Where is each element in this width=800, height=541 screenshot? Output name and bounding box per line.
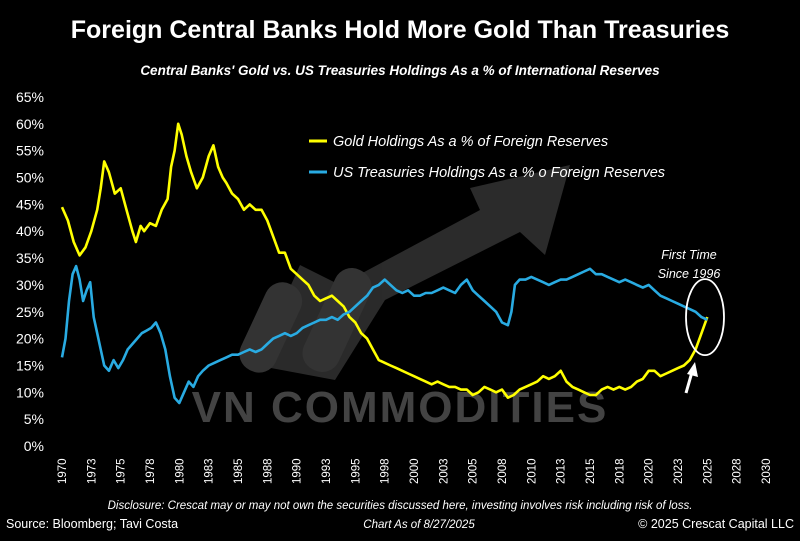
y-tick-label: 35% <box>16 250 44 266</box>
x-tick-label: 2013 <box>556 458 568 484</box>
footer-copyright: © 2025 Crescat Capital LLC <box>638 517 794 531</box>
series-line-gold <box>60 122 709 399</box>
annotation-ellipse <box>685 278 725 357</box>
x-tick-label: 1985 <box>233 458 245 484</box>
footer-chart-date: Chart As of 8/27/2025 <box>363 519 475 531</box>
annotation-line2: Since 1996 <box>658 267 721 281</box>
x-tick-label: 2000 <box>409 458 421 484</box>
series-line-treasuries <box>60 264 708 405</box>
chart-subtitle: Central Banks' Gold vs. US Treasuries Ho… <box>140 63 660 78</box>
y-tick-label: 25% <box>16 304 44 320</box>
y-tick-label: 0% <box>24 438 44 454</box>
x-tick-label: 2028 <box>732 458 744 484</box>
y-tick-label: 15% <box>16 357 44 373</box>
x-tick-label: 2020 <box>644 458 656 484</box>
x-tick-label: 2023 <box>673 458 685 484</box>
annotation-line1: First Time <box>661 248 716 262</box>
x-tick-label: 2015 <box>585 458 597 484</box>
y-tick-label: 60% <box>16 116 44 132</box>
x-tick-label: 2030 <box>761 458 773 484</box>
annotation-arrow-icon <box>684 371 694 394</box>
x-tick-label: 2003 <box>438 458 450 484</box>
x-tick-label: 1980 <box>174 458 186 484</box>
y-tick-label: 5% <box>24 411 44 427</box>
legend-label-treasuries: US Treasuries Holdings As a % o Foreign … <box>333 165 665 181</box>
x-tick-label: 1993 <box>321 458 333 484</box>
x-tick-label: 1995 <box>350 458 362 484</box>
y-tick-label: 50% <box>16 170 44 186</box>
footer-source: Source: Bloomberg; Tavi Costa <box>6 517 178 531</box>
watermark-bar-icon <box>239 282 303 373</box>
y-tick-label: 30% <box>16 277 44 293</box>
y-tick-label: 65% <box>16 89 44 105</box>
annotation: First Time Since 1996 <box>658 248 725 394</box>
x-tick-label: 1998 <box>380 458 392 484</box>
watermark-text: VN COMMODITIES <box>192 383 609 432</box>
x-tick-label: 1990 <box>292 458 304 484</box>
x-tick-label: 1970 <box>57 458 69 484</box>
x-tick-label: 1983 <box>204 458 216 484</box>
x-tick-label: 2025 <box>702 458 714 484</box>
legend: Gold Holdings As a % of Foreign Reserves… <box>309 134 665 181</box>
x-tick-label: 1973 <box>86 458 98 484</box>
y-tick-label: 40% <box>16 223 44 239</box>
x-tick-label: 1978 <box>145 458 157 484</box>
x-tick-label: 2008 <box>497 458 509 484</box>
y-tick-label: 10% <box>16 384 44 400</box>
x-tick-label: 1975 <box>116 458 128 484</box>
x-tick-label: 1988 <box>262 458 274 484</box>
x-tick-label: 2010 <box>526 458 538 484</box>
y-axis-ticks: 0% 5% 10% 15% 20% 25% 30% 35% 40% 45% 50% 55% 60% 65% <box>16 89 44 454</box>
legend-label-gold: Gold Holdings As a % of Foreign Reserves <box>333 134 608 150</box>
annotation-arrowhead-icon <box>687 362 698 377</box>
y-tick-label: 55% <box>16 143 44 159</box>
y-tick-label: 20% <box>16 331 44 347</box>
x-tick-label: 2005 <box>468 458 480 484</box>
y-tick-label: 45% <box>16 196 44 212</box>
chart-title: Foreign Central Banks Hold More Gold Tha… <box>71 16 729 44</box>
x-tick-label: 2018 <box>614 458 626 484</box>
x-axis-ticks: 1970 1973 1975 1978 1980 1983 1985 1988 1990 1993… <box>57 458 773 484</box>
footer-disclosure: Disclosure: Crescat may or may not own t… <box>108 500 693 512</box>
